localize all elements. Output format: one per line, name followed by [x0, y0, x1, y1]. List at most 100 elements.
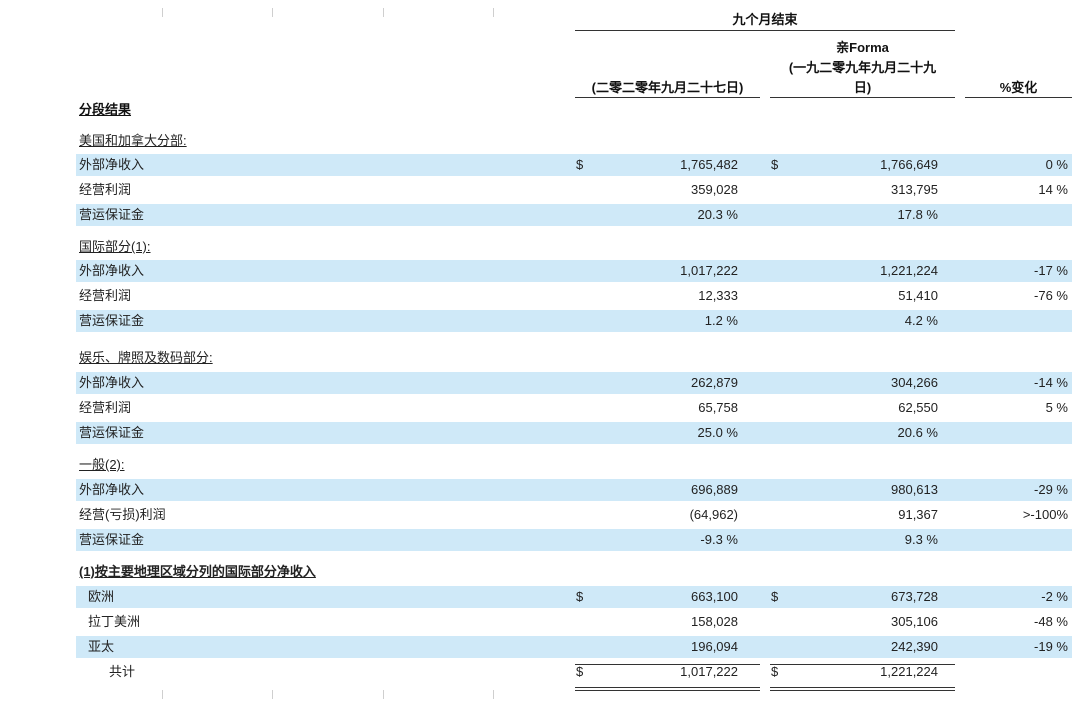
col1-header: (二零二零年九月二十七日)	[591, 80, 744, 95]
row-label: 经营利润	[79, 400, 132, 415]
table-row: (1)按主要地理区域分列的国际部分净收入	[76, 561, 1072, 583]
period-header: 九个月结束	[732, 12, 798, 27]
row-label: 经营利润	[79, 288, 132, 303]
value-2019-pro-forma: 17.8 %	[897, 207, 938, 222]
total-col1-double-rule	[575, 687, 760, 688]
table-row: 营运保证金 20.3 % 17.8 %	[76, 204, 1072, 226]
pct-change-header: %变化	[999, 80, 1038, 95]
table-row: 美国和加拿大分部:	[76, 130, 1072, 152]
percent-change: -48 %	[1034, 614, 1068, 629]
row-label: 经营(亏损)利润	[79, 507, 166, 522]
value-2019-pro-forma: 304,266	[891, 375, 938, 390]
currency-symbol: $	[576, 157, 584, 172]
value-2020: -9.3 %	[700, 532, 738, 547]
currency-symbol: $	[771, 157, 779, 172]
currency-symbol: $	[576, 589, 584, 604]
total-col1-top-rule	[575, 664, 760, 665]
total-col2-double-rule	[770, 687, 955, 688]
col2-header-line1: 亲Forma	[836, 40, 889, 55]
value-2019-pro-forma: 62,550	[898, 400, 938, 415]
value-2020: 262,879	[691, 375, 738, 390]
tick-mark	[162, 690, 163, 699]
table-row: 经营利润 12,333 51,410 -76 %	[76, 285, 1072, 307]
table-row: 一般(2):	[76, 454, 1072, 476]
percent-change: 5 %	[1045, 400, 1068, 415]
value-2019-pro-forma: 305,106	[891, 614, 938, 629]
table-row: 经营利润 359,028 313,795 14 %	[76, 179, 1072, 201]
row-label: 共计	[109, 664, 136, 679]
percent-change: -2 %	[1041, 589, 1068, 604]
period-header-rule	[575, 30, 955, 31]
table-row: 外部净收入 262,879 304,266 -14 %	[76, 372, 1072, 394]
value-2020: 158,028	[691, 614, 738, 629]
row-label: 拉丁美洲	[88, 614, 141, 629]
value-2020: 25.0 %	[697, 425, 738, 440]
value-2020: 20.3 %	[697, 207, 738, 222]
row-label: 娱乐、牌照及数码部分:	[79, 350, 213, 365]
value-2019-pro-forma: 242,390	[891, 639, 938, 654]
table-row: 营运保证金 -9.3 % 9.3 %	[76, 529, 1072, 551]
row-label: 营运保证金	[79, 425, 145, 440]
row-label: 营运保证金	[79, 207, 145, 222]
section-title: 分段结果	[79, 102, 132, 117]
tick-mark	[383, 690, 384, 699]
row-label: 国际部分(1):	[79, 239, 151, 254]
table-row: 外部净收入 $1,765,482 $1,766,649 0 %	[76, 154, 1072, 176]
percent-change: -29 %	[1034, 482, 1068, 497]
row-label: 营运保证金	[79, 313, 145, 328]
value-2020: 12,333	[698, 288, 738, 303]
table-row: 经营利润 65,758 62,550 5 %	[76, 397, 1072, 419]
value-2020: 65,758	[698, 400, 738, 415]
tick-mark	[162, 8, 163, 17]
row-label: 外部净收入	[79, 375, 145, 390]
row-label: 外部净收入	[79, 157, 145, 172]
value-2019-pro-forma: 1,766,649	[880, 157, 938, 172]
table-row: 经营(亏损)利润 (64,962) 91,367 >-100%	[76, 504, 1072, 526]
row-label: 经营利润	[79, 182, 132, 197]
table-row: 营运保证金 1.2 % 4.2 %	[76, 310, 1072, 332]
col2-header-line3: 日)	[853, 80, 872, 95]
table-row: 国际部分(1):	[76, 236, 1072, 258]
table-row: 欧洲 $663,100 $673,728 -2 %	[76, 586, 1072, 608]
row-label: 美国和加拿大分部:	[79, 133, 187, 148]
total-col2-double-rule	[770, 690, 955, 691]
value-2020: 663,100	[691, 589, 738, 604]
total-col1-double-rule	[575, 690, 760, 691]
table-row: 拉丁美洲 158,028 305,106 -48 %	[76, 611, 1072, 633]
col2-header-rule	[770, 97, 955, 98]
table-row: 外部净收入 696,889 980,613 -29 %	[76, 479, 1072, 501]
value-2019-pro-forma: 20.6 %	[897, 425, 938, 440]
pct-change-header-rule	[965, 97, 1072, 98]
value-2019-pro-forma: 1,221,224	[880, 263, 938, 278]
row-label: 亚太	[88, 639, 115, 654]
percent-change: 14 %	[1038, 182, 1068, 197]
percent-change: -14 %	[1034, 375, 1068, 390]
percent-change: >-100%	[1022, 507, 1068, 522]
value-2019-pro-forma: 9.3 %	[904, 532, 938, 547]
percent-change: 0 %	[1045, 157, 1068, 172]
total-col2-top-rule	[770, 664, 955, 665]
tick-mark	[272, 690, 273, 699]
table-row: 外部净收入 1,017,222 1,221,224 -17 %	[76, 260, 1072, 282]
value-2020: 1.2 %	[704, 313, 738, 328]
value-2019-pro-forma: 91,367	[898, 507, 938, 522]
row-label: 一般(2):	[79, 457, 125, 472]
value-2020: 359,028	[691, 182, 738, 197]
currency-symbol: $	[576, 664, 584, 679]
row-label: (1)按主要地理区域分列的国际部分净收入	[79, 564, 316, 579]
row-label: 欧洲	[88, 589, 115, 604]
col2-header-line2: (一九二零九年九月二十九	[788, 60, 937, 75]
value-2020: 1,765,482	[680, 157, 738, 172]
value-2020: (64,962)	[689, 507, 738, 522]
value-2020: 1,017,222	[680, 664, 738, 679]
value-2019-pro-forma: 51,410	[898, 288, 938, 303]
percent-change: -76 %	[1034, 288, 1068, 303]
tick-mark	[493, 690, 494, 699]
value-2019-pro-forma: 4.2 %	[904, 313, 938, 328]
currency-symbol: $	[771, 664, 779, 679]
value-2020: 196,094	[691, 639, 738, 654]
percent-change: -19 %	[1034, 639, 1068, 654]
value-2020: 1,017,222	[680, 263, 738, 278]
tick-mark	[493, 8, 494, 17]
value-2019-pro-forma: 313,795	[891, 182, 938, 197]
